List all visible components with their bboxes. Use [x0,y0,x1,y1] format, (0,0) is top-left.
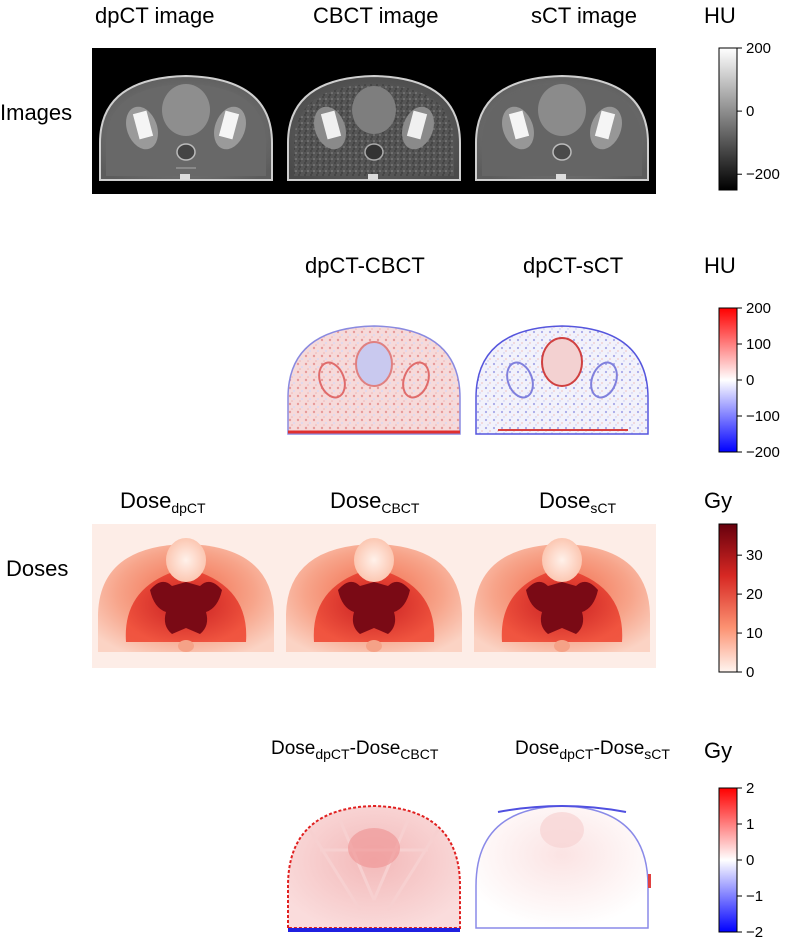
title-dose-cbct: DoseCBCT [330,488,420,516]
cb2-tick-label: 0 [746,372,754,389]
bladder [162,84,210,136]
title-dpct-image: dpCT image [95,3,215,28]
cb3-tick-label: 30 [746,547,763,564]
title-dose-dpct: DosedpCT [120,488,206,516]
ct-images-panel [92,48,656,194]
cb2-tick-label: −200 [746,444,780,461]
cb1-gradient [718,47,738,191]
cb1-tick-label: −200 [746,166,780,183]
row-label-images: Images [0,100,73,125]
title-dose-sct: DosesCT [539,488,617,516]
cb2-unit: HU [704,253,736,278]
dose-target [150,581,222,634]
dose-difference-panel [287,804,651,932]
cb3-tick-label: 20 [746,586,763,603]
title-dose-diff-cbct: DosedpCT-DoseCBCT [271,738,439,762]
cb3-unit: Gy [704,488,733,513]
femoral-head-right [218,110,240,140]
title-diff-cbct: dpCT-CBCT [305,253,425,278]
cb2-tick-label: −100 [746,408,780,425]
cb4-tick-label: 0 [746,852,754,869]
cb3-gradient [718,523,738,673]
cb4-tick-label: 2 [746,780,754,797]
cb1-tick-label: 200 [746,40,771,57]
cb4-tick-label: 1 [746,816,754,833]
title-diff-sct: dpCT-sCT [523,253,624,278]
cb1-unit: HU [704,3,736,28]
cb2-tick-label: 100 [746,336,771,353]
cb3-tick-label: 10 [746,625,763,642]
cb4-unit: Gy [704,738,733,763]
title-cbct-image: CBCT image [313,3,439,28]
cb2-tick-label: 200 [746,300,771,317]
cb2-gradient [718,307,738,453]
hu-difference-panel [287,325,649,435]
title-dose-diff-sct: DosedpCT-DosesCT [515,738,670,762]
title-sct-image: sCT image [531,3,637,28]
cb4-tick-label: −2 [746,924,763,938]
femoral-head-left [132,110,154,140]
cb4-gradient [718,787,738,933]
cb4-tick-label: −1 [746,888,763,905]
row-label-doses: Doses [6,556,69,581]
cb3-tick-label: 0 [746,664,754,681]
dose-bladder [166,538,206,582]
cb1-tick-label: 0 [746,103,754,120]
dose-panel [92,524,656,668]
